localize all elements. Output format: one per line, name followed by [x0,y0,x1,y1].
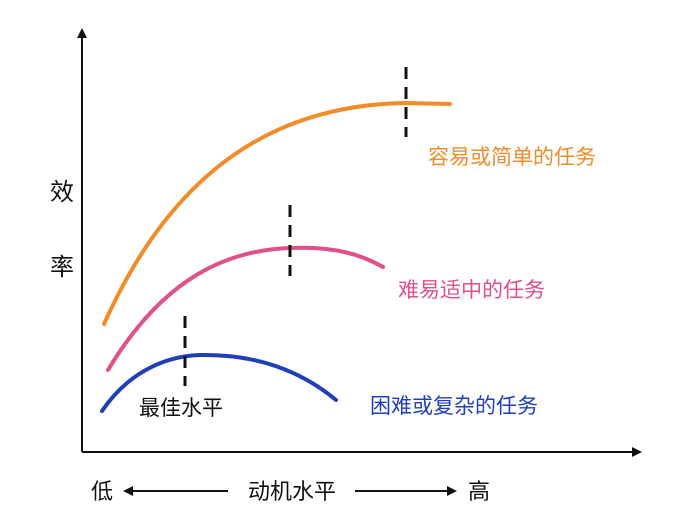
x-axis-label: 动机水平 [248,480,336,505]
curve-hard-task [100,352,338,413]
y-axis-label-char-1: 效 [50,178,74,206]
x-high-label: 高 [468,480,490,505]
optimal-level-label: 最佳水平 [139,396,223,420]
label-medium-task: 难易适中的任务 [398,278,545,302]
curve-medium-task [106,245,385,372]
curve-easy-task [102,100,452,326]
x-low-label: 低 [91,480,113,505]
label-easy-task: 容易或简单的任务 [428,145,596,169]
label-hard-task: 困难或复杂的任务 [370,394,538,418]
y-axis-label-char-2: 率 [50,253,74,281]
